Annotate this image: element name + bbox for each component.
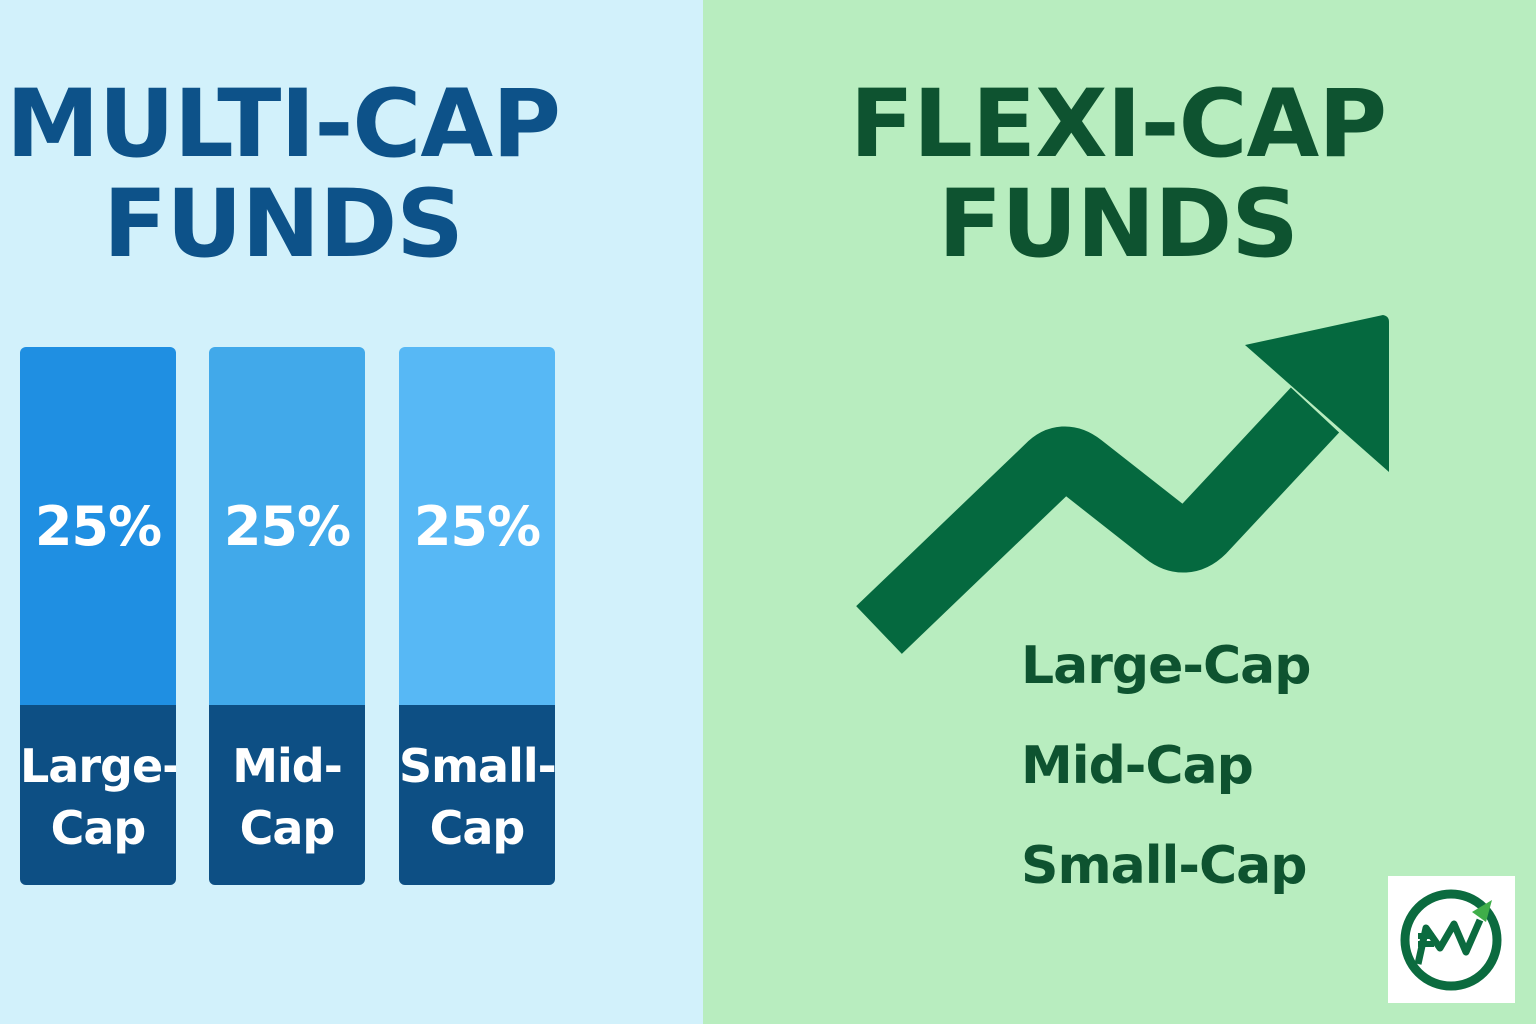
- flexi-mid-cap: Mid-Cap: [1021, 736, 1254, 796]
- small-cap-label: Small- Cap: [399, 735, 555, 859]
- multi-cap-title-line2: FUNDS: [103, 170, 464, 279]
- large-cap-bar: 25% Large- Cap: [20, 347, 176, 885]
- small-cap-bar-allocation: 25%: [399, 347, 555, 705]
- flexi-cap-title: FLEXI-CAP FUNDS: [823, 75, 1413, 275]
- small-cap-label-line2: Cap: [429, 801, 526, 855]
- mid-cap-bar: 25% Mid- Cap: [209, 347, 365, 885]
- small-cap-bar: 25% Small- Cap: [399, 347, 555, 885]
- multi-cap-panel: MULTI-CAP FUNDS 25% Large- Cap 25% Mid-: [0, 0, 703, 1024]
- large-cap-percent: 25%: [34, 495, 162, 558]
- large-cap-bar-allocation: 25%: [20, 347, 176, 705]
- small-cap-bar-label-block: Small- Cap: [399, 705, 555, 885]
- mid-cap-percent: 25%: [223, 495, 351, 558]
- small-cap-label-line1: Small-: [399, 739, 555, 793]
- large-cap-label: Large- Cap: [20, 735, 176, 859]
- multi-cap-title-line1: MULTI-CAP: [6, 70, 561, 179]
- mid-cap-bar-allocation: 25%: [209, 347, 365, 705]
- flexi-cap-list: Large-Cap Mid-Cap Small-Cap: [1021, 616, 1311, 916]
- multi-cap-title: MULTI-CAP FUNDS: [0, 75, 566, 275]
- small-cap-percent: 25%: [413, 495, 541, 558]
- mid-cap-bar-label-block: Mid- Cap: [209, 705, 365, 885]
- mid-cap-label-line1: Mid-: [232, 739, 343, 793]
- flexi-cap-title-line1: FLEXI-CAP: [849, 70, 1387, 179]
- trend-up-arrow-icon: [856, 315, 1389, 654]
- large-cap-bar-label-block: Large- Cap: [20, 705, 176, 885]
- mid-cap-label-line2: Cap: [239, 801, 336, 855]
- flexi-small-cap: Small-Cap: [1021, 836, 1307, 896]
- large-cap-label-line1: Large-: [20, 739, 176, 793]
- flexi-cap-panel: FLEXI-CAP FUNDS Large-Cap Mid-Cap Small-…: [703, 0, 1536, 1024]
- flexi-cap-title-line2: FUNDS: [938, 170, 1299, 279]
- rupee-growth-logo-icon: [1400, 889, 1502, 991]
- flexi-large-cap: Large-Cap: [1021, 636, 1311, 696]
- brand-logo: [1388, 876, 1515, 1003]
- large-cap-label-line2: Cap: [50, 801, 147, 855]
- mid-cap-label: Mid- Cap: [209, 735, 365, 859]
